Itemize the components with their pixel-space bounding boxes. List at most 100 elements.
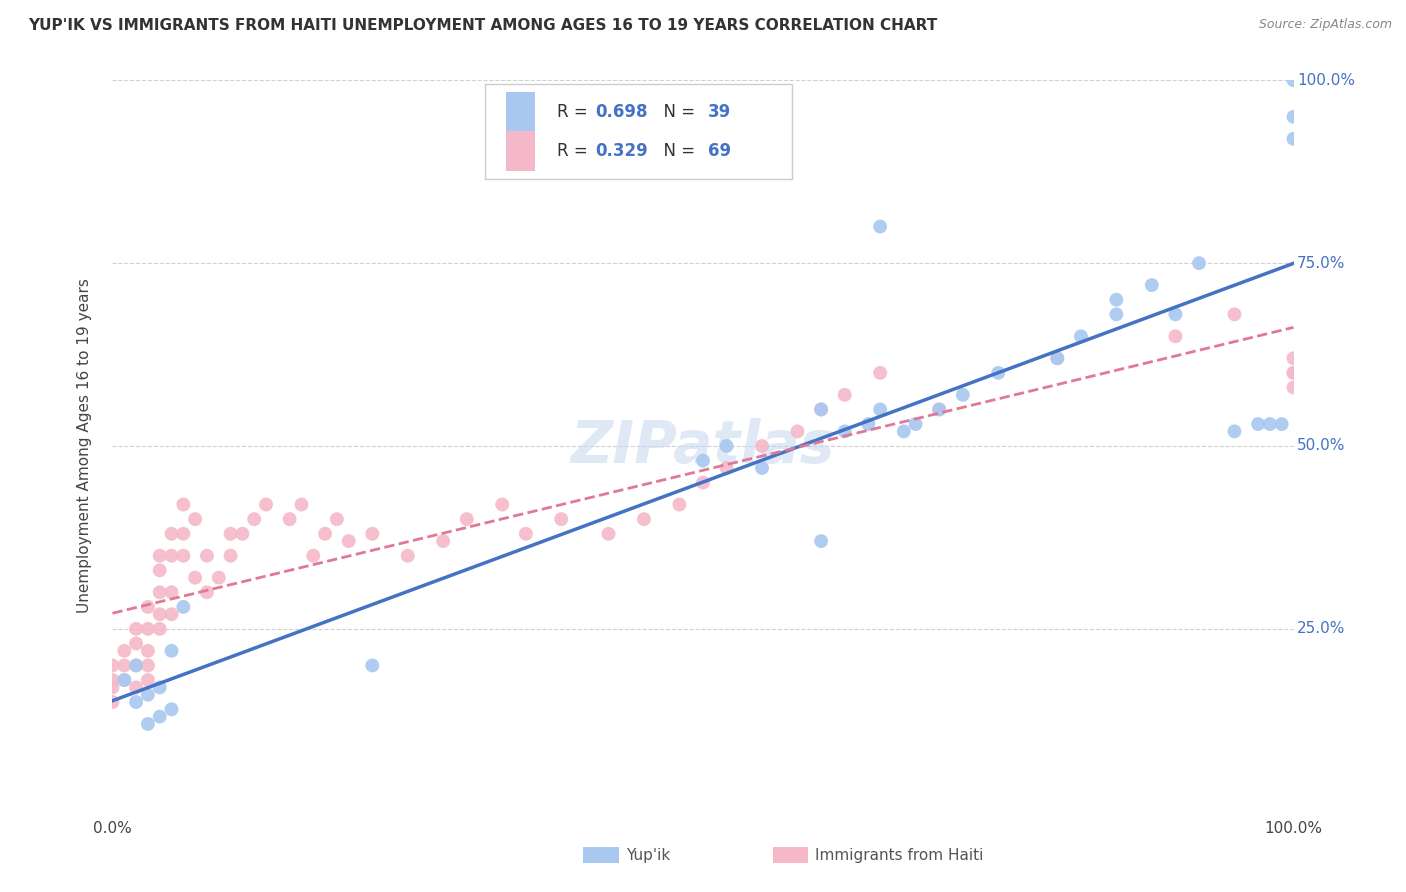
Point (716, 439, 738, 453)
Point (834, 425, 856, 439)
Point (112, 658, 135, 673)
Point (219, 526, 242, 541)
Point (904, 417, 927, 431)
Point (1247, 417, 1270, 431)
Point (361, 658, 384, 673)
Point (952, 388, 974, 402)
Y-axis label: Unemployment Among Ages 16 to 19 years: Unemployment Among Ages 16 to 19 years (77, 278, 91, 614)
Point (302, 549, 325, 563)
Point (149, 622, 172, 636)
Point (928, 402, 950, 417)
Point (987, 366, 1010, 380)
Text: 0.329: 0.329 (596, 142, 648, 161)
Point (125, 681, 148, 695)
Bar (506, 92, 536, 132)
Point (314, 526, 336, 541)
Point (243, 512, 266, 526)
Point (101, 673, 124, 687)
Point (112, 673, 135, 687)
Point (1164, 307, 1187, 321)
Point (136, 622, 159, 636)
Point (172, 498, 194, 512)
Text: 100.0%: 100.0% (1298, 73, 1355, 87)
Point (1282, 132, 1305, 146)
Point (456, 512, 478, 526)
Point (149, 549, 172, 563)
Point (396, 549, 419, 563)
Point (195, 549, 218, 563)
Text: 69: 69 (707, 142, 731, 161)
Point (1105, 307, 1128, 321)
Point (149, 709, 172, 723)
Point (692, 453, 714, 467)
Point (692, 475, 714, 490)
Point (1271, 417, 1294, 431)
Point (786, 425, 808, 439)
Point (136, 658, 159, 673)
Bar (485, 84, 792, 179)
Point (1188, 256, 1211, 270)
Point (160, 549, 183, 563)
Point (810, 534, 832, 549)
Point (112, 673, 135, 687)
Point (160, 585, 183, 599)
Point (810, 402, 832, 417)
Point (195, 585, 218, 599)
Point (1282, 366, 1305, 380)
Point (101, 695, 124, 709)
Point (149, 681, 172, 695)
Point (184, 512, 207, 526)
Text: Yup'ik: Yup'ik (626, 848, 669, 863)
Point (1258, 417, 1281, 431)
Text: Immigrants from Haiti: Immigrants from Haiti (815, 848, 984, 863)
Text: N =: N = (654, 103, 700, 120)
Point (432, 534, 454, 549)
Point (337, 534, 360, 549)
Point (149, 585, 172, 599)
Point (172, 526, 194, 541)
Point (550, 512, 572, 526)
Point (160, 644, 183, 658)
Point (834, 388, 856, 402)
Point (208, 571, 231, 585)
Point (125, 622, 148, 636)
Point (278, 512, 301, 526)
Point (112, 644, 135, 658)
Text: R =: R = (557, 142, 592, 161)
Point (1046, 351, 1069, 366)
Point (101, 658, 124, 673)
Point (101, 681, 124, 695)
Point (136, 717, 159, 731)
Point (136, 644, 159, 658)
Text: N =: N = (654, 142, 700, 161)
Point (515, 526, 537, 541)
Point (125, 636, 148, 650)
Text: ZIPatlas: ZIPatlas (571, 417, 835, 475)
Point (869, 219, 891, 234)
Point (160, 526, 183, 541)
Text: 75.0%: 75.0% (1298, 256, 1346, 270)
Point (1282, 351, 1305, 366)
Point (125, 695, 148, 709)
Text: 0.698: 0.698 (596, 103, 648, 120)
Point (1223, 425, 1246, 439)
Point (1046, 351, 1069, 366)
Point (598, 526, 620, 541)
Point (361, 526, 384, 541)
Point (668, 498, 690, 512)
Point (869, 402, 891, 417)
Point (1070, 329, 1092, 343)
Point (160, 607, 183, 622)
Point (1223, 307, 1246, 321)
Point (149, 563, 172, 577)
Point (125, 658, 148, 673)
Point (136, 688, 159, 702)
Text: 50.0%: 50.0% (1298, 439, 1346, 453)
Point (160, 702, 183, 716)
Point (231, 526, 253, 541)
Text: 25.0%: 25.0% (1298, 622, 1346, 636)
Point (136, 599, 159, 614)
Point (125, 658, 148, 673)
Text: R =: R = (557, 103, 592, 120)
Point (1282, 110, 1305, 124)
